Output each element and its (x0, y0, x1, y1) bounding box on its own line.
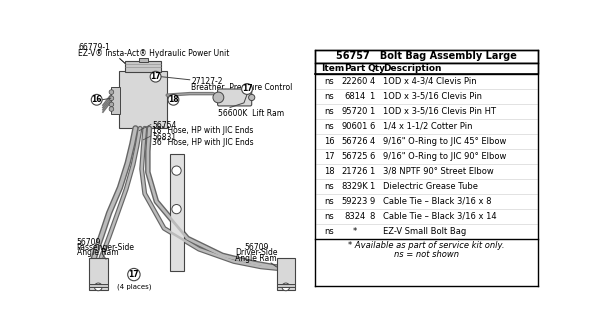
Text: Passenger-Side: Passenger-Side (77, 243, 134, 252)
Bar (170, 154, 184, 271)
Text: ns: ns (325, 76, 334, 86)
Text: 1OD x 3-5/16 Clevis Pin HT: 1OD x 3-5/16 Clevis Pin HT (383, 107, 496, 116)
Text: 66779-1: 66779-1 (78, 43, 110, 52)
Text: 18: 18 (168, 95, 179, 104)
Circle shape (109, 102, 114, 107)
Text: 17: 17 (324, 152, 335, 161)
Text: 4: 4 (369, 137, 374, 146)
Text: 90601: 90601 (341, 122, 368, 131)
Text: 1: 1 (369, 167, 374, 176)
Bar (89, 258, 107, 290)
Text: ns: ns (325, 92, 334, 101)
Text: 59223: 59223 (341, 197, 368, 206)
Text: 56831: 56831 (152, 133, 176, 142)
Text: EZ-V Small Bolt Bag: EZ-V Small Bolt Bag (383, 227, 467, 236)
Circle shape (109, 107, 114, 111)
Text: 9: 9 (369, 197, 374, 206)
Text: 56725: 56725 (341, 152, 368, 161)
Text: *: * (353, 227, 357, 236)
Text: 95720: 95720 (341, 107, 368, 116)
Text: Item: Item (322, 64, 345, 73)
Bar (315, 63, 538, 73)
Circle shape (248, 94, 255, 101)
Text: * Available as part of service kit only.: * Available as part of service kit only. (348, 241, 505, 250)
Text: 22260: 22260 (341, 76, 368, 86)
Text: 3/8 NPTF 90° Street Elbow: 3/8 NPTF 90° Street Elbow (383, 167, 494, 176)
Text: ns: ns (325, 107, 334, 116)
Text: 16: 16 (91, 95, 102, 104)
Text: Angle Ram: Angle Ram (77, 248, 118, 258)
Text: EZ-V® Insta-Act® Hydraulic Power Unit: EZ-V® Insta-Act® Hydraulic Power Unit (78, 49, 229, 58)
Text: Dielectric Grease Tube: Dielectric Grease Tube (383, 182, 478, 191)
Text: 56600K  Lift Ram: 56600K Lift Ram (218, 109, 284, 118)
Text: Angle Ram: Angle Ram (235, 254, 277, 263)
Bar (277, 284, 295, 287)
Text: Cable Tie – Black 3/16 x 8: Cable Tie – Black 3/16 x 8 (383, 197, 492, 206)
Bar (119, 71, 167, 128)
Text: Cable Tie – Black 3/16 x 14: Cable Tie – Black 3/16 x 14 (383, 212, 497, 221)
Text: 27127-2: 27127-2 (191, 77, 223, 86)
Text: ns: ns (325, 227, 334, 236)
Bar (277, 258, 295, 290)
Text: 1: 1 (369, 107, 374, 116)
Text: Driver-Side: Driver-Side (235, 248, 278, 258)
Text: 16: 16 (324, 137, 335, 146)
Bar (125, 61, 161, 72)
Text: 6: 6 (369, 152, 374, 161)
Bar (110, 87, 120, 115)
Text: Description: Description (383, 64, 442, 73)
Text: 56726: 56726 (341, 137, 368, 146)
Circle shape (94, 283, 102, 291)
Circle shape (150, 71, 161, 82)
Circle shape (242, 84, 253, 94)
Text: Qty: Qty (368, 64, 386, 73)
Text: 8329K: 8329K (341, 182, 368, 191)
Circle shape (172, 166, 181, 175)
Text: 8: 8 (369, 212, 374, 221)
Text: 9/16" O-Ring to JIC 45° Elbow: 9/16" O-Ring to JIC 45° Elbow (383, 137, 507, 146)
Text: 1/4 x 1-1/2 Cotter Pin: 1/4 x 1-1/2 Cotter Pin (383, 122, 473, 131)
Circle shape (109, 90, 114, 94)
Text: 6: 6 (369, 122, 374, 131)
Circle shape (172, 205, 181, 214)
Text: Breather, Pressure Control: Breather, Pressure Control (191, 83, 293, 92)
Circle shape (128, 268, 140, 281)
Bar (315, 50, 538, 63)
Text: 56757   Bolt Bag Assembly Large: 56757 Bolt Bag Assembly Large (336, 51, 517, 61)
Text: 1OD x 4-3/4 Clevis Pin: 1OD x 4-3/4 Clevis Pin (383, 76, 477, 86)
Circle shape (282, 283, 290, 291)
Text: ns: ns (325, 182, 334, 191)
Text: 18: 18 (324, 167, 335, 176)
Text: 56709: 56709 (77, 238, 101, 247)
Bar (89, 284, 107, 287)
Circle shape (213, 92, 224, 103)
Text: ns = not shown: ns = not shown (394, 250, 459, 259)
Text: 21726: 21726 (341, 167, 368, 176)
FancyBboxPatch shape (218, 89, 252, 106)
Text: 17: 17 (242, 84, 253, 93)
Text: Part: Part (344, 64, 365, 73)
Text: ns: ns (325, 212, 334, 221)
Text: (4 places): (4 places) (116, 283, 151, 290)
Text: ns: ns (325, 122, 334, 131)
Text: 36" Hose, HP with JIC Ends: 36" Hose, HP with JIC Ends (152, 138, 254, 147)
Text: 17: 17 (128, 270, 139, 279)
Text: 56709: 56709 (244, 243, 268, 252)
Text: 18" Hose, HP with JIC Ends: 18" Hose, HP with JIC Ends (152, 126, 254, 135)
Circle shape (109, 96, 114, 101)
Text: 56754: 56754 (152, 120, 177, 129)
Text: 1: 1 (369, 92, 374, 101)
Text: 9/16" O-Ring to JIC 90° Elbow: 9/16" O-Ring to JIC 90° Elbow (383, 152, 507, 161)
Circle shape (91, 94, 102, 105)
Text: ns: ns (325, 197, 334, 206)
Text: 4: 4 (369, 76, 374, 86)
Bar (139, 58, 148, 62)
Text: 1: 1 (369, 182, 374, 191)
Text: 17: 17 (150, 72, 161, 81)
Circle shape (168, 94, 179, 105)
Text: 6814: 6814 (344, 92, 365, 101)
Text: 8324: 8324 (344, 212, 365, 221)
Text: 1OD x 3-5/16 Clevis Pin: 1OD x 3-5/16 Clevis Pin (383, 92, 482, 101)
